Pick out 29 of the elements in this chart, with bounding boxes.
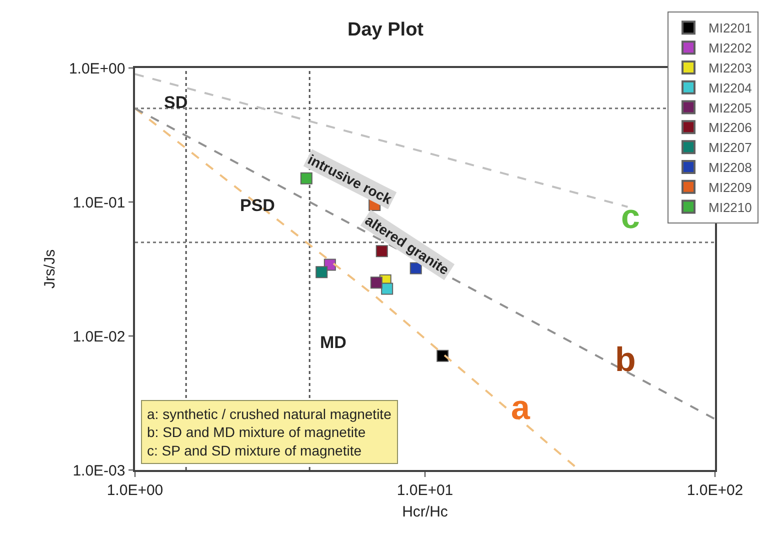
annotation: c xyxy=(621,198,640,236)
legend-label: MI2204 xyxy=(708,80,752,96)
annotation: b xyxy=(615,341,636,379)
annotation: a xyxy=(511,389,531,427)
annotation: a: synthetic / crushed natural magnetite xyxy=(147,406,392,422)
annotation: b: SD and MD mixture of magnetite xyxy=(147,424,366,440)
annotation: PSD xyxy=(240,196,275,215)
x-tick-label: 1.0E+01 xyxy=(396,482,454,499)
y-tick-label: 1.0E-03 xyxy=(72,462,126,480)
legend-label: MI2205 xyxy=(708,100,752,116)
legend-label: MI2209 xyxy=(708,180,752,195)
y-tick-label: 1.0E-02 xyxy=(72,328,126,346)
x-tick-label: 1.0E+02 xyxy=(686,482,744,499)
annotation: MD xyxy=(320,333,346,352)
legend-label: MI2203 xyxy=(708,60,752,76)
legend-label: MI2202 xyxy=(708,40,752,56)
legend-label: MI2206 xyxy=(708,120,752,136)
y-tick-label: 1.0E+00 xyxy=(68,60,126,78)
legend-label: MI2208 xyxy=(708,160,752,176)
x-axis-title: Hcr/Hc xyxy=(402,503,448,520)
chart-title: Day Plot xyxy=(347,19,424,40)
legend-label: MI2201 xyxy=(708,20,752,36)
annotation: SD xyxy=(164,93,188,112)
legend-label: MI2207 xyxy=(708,140,752,156)
y-tick-label: 1.0E-01 xyxy=(72,194,126,212)
x-tick-label: 1.0E+00 xyxy=(106,482,164,499)
y-axis-title: Jrs/Js xyxy=(42,249,59,289)
legend-label: MI2210 xyxy=(708,200,752,215)
annotation: c: SP and SD mixture of magnetite xyxy=(147,442,362,458)
